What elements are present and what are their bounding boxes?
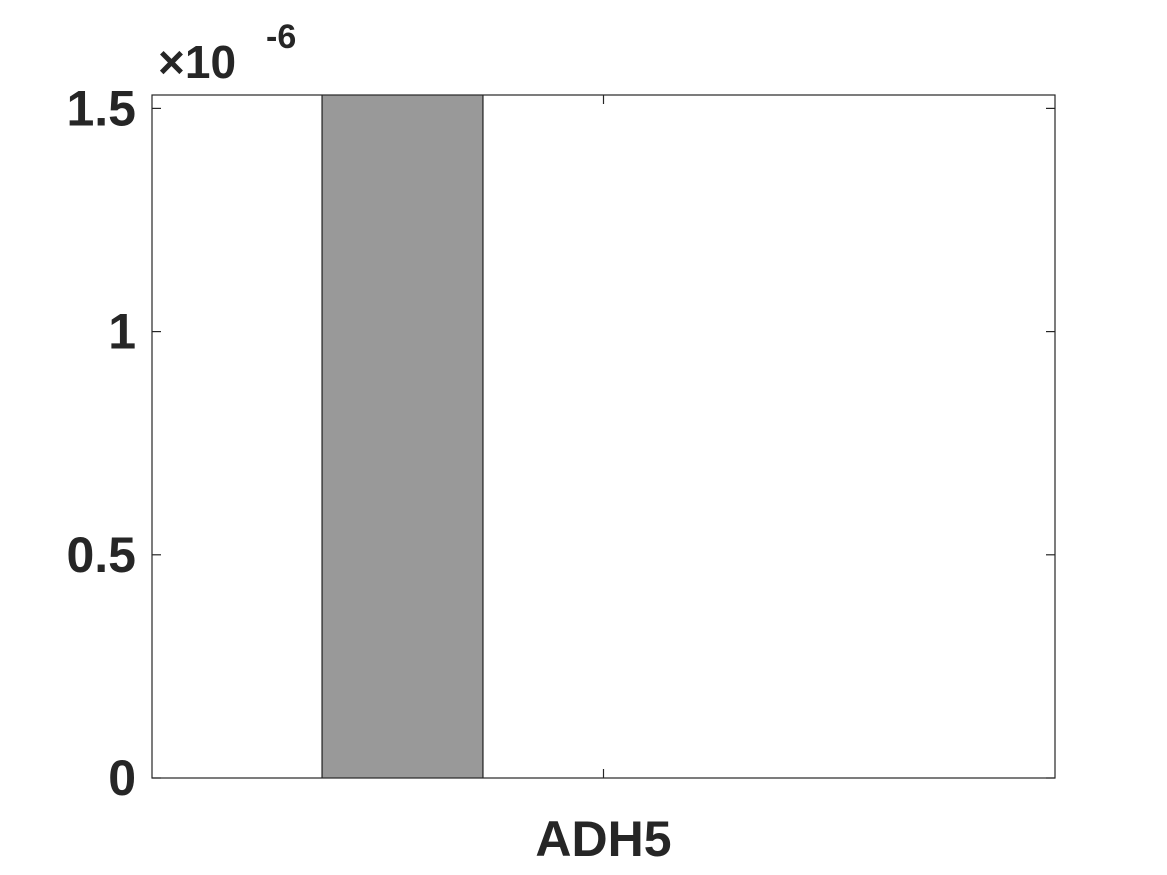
y-tick-label: 1.5 xyxy=(66,80,136,136)
bar-adh5 xyxy=(321,94,484,779)
plot-area xyxy=(321,94,484,779)
y-tick-label: 1 xyxy=(108,304,136,360)
y-tick-label: 0.5 xyxy=(66,527,136,583)
y-tick-label: 0 xyxy=(108,750,136,806)
axes: 0 0.5 1 1.5 ADH5 xyxy=(66,80,1056,867)
axes-box xyxy=(151,94,1056,779)
y-exponent-power: -6 xyxy=(266,18,296,56)
x-tick-label: ADH5 xyxy=(535,811,671,867)
y-exponent-multiplier: ×10 xyxy=(158,36,236,88)
